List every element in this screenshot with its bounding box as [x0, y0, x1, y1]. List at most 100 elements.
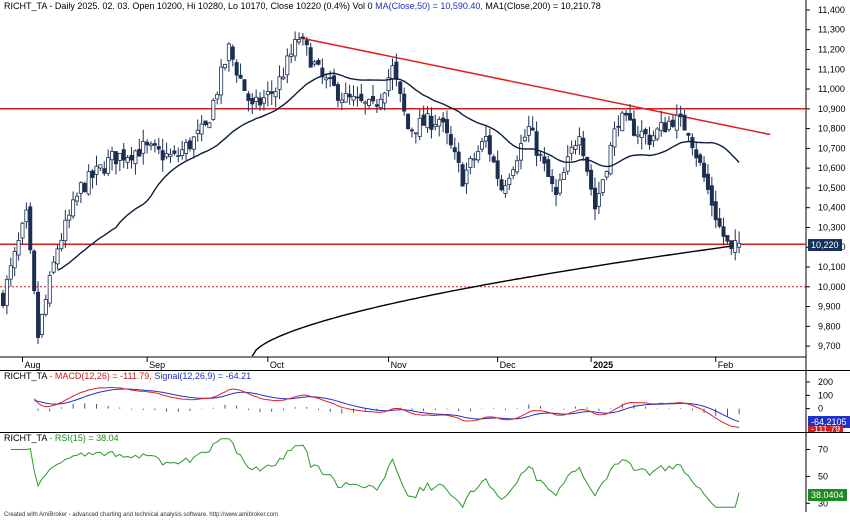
candle — [304, 36, 309, 56]
candle — [604, 170, 609, 180]
candle — [269, 80, 274, 106]
candle — [184, 139, 189, 160]
candle — [674, 104, 679, 139]
ma200-label: MA1(Close,200) = 10,210.78 — [482, 1, 601, 11]
price-y-tick-label: 10,000 — [818, 282, 846, 292]
downtrend-line — [298, 36, 771, 136]
price-y-tick-label: 9,700 — [818, 341, 841, 351]
candle — [468, 155, 473, 175]
price-x-tick-label: Oct — [270, 360, 285, 370]
candle — [324, 74, 329, 89]
candle — [90, 169, 95, 189]
candle — [316, 58, 321, 66]
candle — [670, 115, 675, 128]
price-y-tick-label: 10,800 — [818, 124, 846, 134]
candle — [148, 141, 153, 151]
candle — [452, 137, 457, 160]
candle — [581, 130, 586, 161]
candle — [246, 91, 251, 112]
candle — [702, 156, 707, 183]
candle — [370, 85, 375, 105]
candle — [628, 104, 633, 121]
candle — [199, 115, 204, 142]
candle — [102, 161, 107, 176]
candle — [250, 93, 255, 115]
price-x-tick-label: Feb — [718, 360, 734, 370]
candle — [577, 127, 582, 155]
candle — [655, 126, 660, 142]
candle — [187, 137, 192, 152]
candle — [277, 65, 282, 100]
candle — [472, 152, 477, 169]
candle — [32, 249, 37, 295]
candle — [631, 110, 636, 137]
candle — [491, 154, 496, 164]
candle — [121, 142, 126, 169]
candle — [515, 155, 520, 175]
candle — [254, 89, 259, 109]
candle — [308, 42, 313, 68]
candle — [495, 150, 500, 187]
candle — [242, 79, 247, 91]
candle — [643, 127, 648, 145]
candle — [71, 191, 76, 219]
candle — [12, 247, 17, 277]
candle — [117, 152, 122, 172]
candle — [343, 82, 348, 103]
candle — [616, 115, 621, 137]
candle — [421, 105, 426, 126]
candle — [258, 92, 263, 111]
candle — [176, 147, 181, 163]
candle — [608, 142, 613, 176]
candle — [285, 48, 290, 84]
candle — [172, 145, 177, 156]
candle — [737, 231, 742, 254]
candle — [55, 244, 60, 269]
candle — [238, 63, 243, 80]
candle — [682, 109, 687, 131]
candle — [433, 114, 438, 131]
candle — [0, 289, 6, 309]
candle — [110, 147, 115, 171]
price-y-tick-label: 11,000 — [818, 84, 845, 94]
price-x-tick-label: Nov — [391, 360, 408, 370]
candle — [402, 87, 407, 116]
price-symbol: RICHT_TA — [4, 1, 47, 11]
candle — [47, 271, 52, 308]
candle — [499, 174, 504, 192]
rsi-y-tick-label: 70 — [818, 444, 828, 454]
candle — [211, 98, 216, 121]
candle — [425, 105, 430, 133]
candle — [534, 121, 539, 167]
candle — [51, 255, 56, 275]
signal-value-text: Signal(12,26,9) = -64.21 — [151, 371, 252, 381]
candle — [16, 232, 21, 261]
price-x-tick-label: Dec — [500, 360, 517, 370]
candle — [554, 178, 559, 207]
candle — [480, 137, 485, 153]
candle — [94, 155, 99, 186]
candle — [281, 67, 286, 81]
candle — [659, 110, 664, 137]
candle — [273, 87, 278, 108]
ma200-line — [251, 244, 740, 357]
candle — [725, 235, 730, 245]
candle — [721, 217, 726, 246]
candle — [565, 145, 570, 175]
candle — [230, 44, 235, 67]
rsi-panel: RICHT_TA - RSI(15) = 38.04 70 50 30 38.040… — [0, 432, 850, 512]
candle — [36, 281, 41, 345]
candle — [374, 99, 379, 113]
candle — [620, 110, 625, 132]
candle — [320, 58, 325, 84]
candle — [339, 92, 344, 111]
candle — [332, 68, 337, 87]
candle — [222, 63, 227, 71]
candle — [456, 142, 461, 173]
candle — [667, 116, 672, 132]
macd-y-tick-label: 0 — [818, 404, 823, 414]
candle — [686, 132, 691, 142]
macd-panel: RICHT_TA - MACD(12,26) = -111.79, Signal… — [0, 370, 850, 432]
price-x-tick-label: 2025 — [593, 360, 613, 370]
rsi-symbol: RICHT_TA — [4, 433, 47, 443]
